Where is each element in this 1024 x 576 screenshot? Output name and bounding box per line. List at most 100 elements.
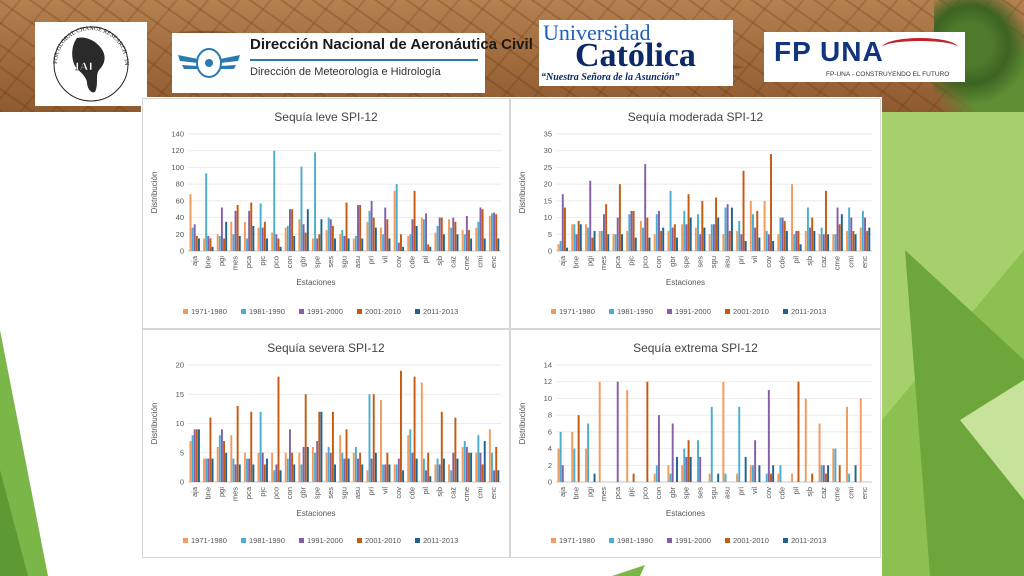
bar: [461, 446, 464, 482]
legend-swatch: [551, 309, 556, 314]
bar: [261, 452, 264, 482]
x-tick-label: caz: [448, 256, 457, 268]
legend-swatch: [241, 538, 246, 543]
x-tick-label: asu: [723, 487, 732, 499]
legend-label: 2001-2010: [365, 536, 401, 545]
bar: [628, 214, 631, 251]
bar: [318, 234, 321, 251]
bar: [736, 473, 739, 482]
x-tick-label: aja: [190, 255, 199, 266]
x-tick-label: pgi: [585, 256, 594, 266]
x-tick-label: cme: [462, 487, 471, 501]
bar: [483, 441, 486, 482]
bar: [298, 219, 301, 251]
bar: [425, 470, 428, 482]
bar: [671, 423, 674, 482]
bar: [557, 244, 560, 251]
bar: [211, 246, 214, 251]
bar: [756, 210, 759, 251]
bar: [331, 225, 334, 251]
bar: [561, 465, 564, 482]
bar: [717, 473, 720, 482]
y-tick-label: 20: [176, 230, 184, 239]
x-tick-label: pil: [421, 487, 430, 495]
bar: [781, 217, 784, 251]
x-tick-label: pjc: [627, 487, 636, 497]
bar: [223, 441, 226, 482]
bar: [452, 217, 455, 251]
bar: [388, 464, 391, 482]
bar: [327, 446, 330, 482]
bar: [216, 234, 219, 251]
bar: [191, 435, 194, 482]
bar: [402, 246, 405, 251]
iai-logo: FOR GLOBAL CHANGE RESEARCH · INTER-AMERI…: [35, 22, 147, 106]
bar: [468, 230, 470, 251]
bar: [415, 225, 418, 251]
bar: [399, 234, 402, 251]
bar: [687, 440, 690, 482]
y-tick-label: 4: [548, 444, 552, 453]
bar: [573, 448, 576, 482]
bar: [589, 180, 592, 251]
bar: [293, 464, 296, 482]
bar: [749, 200, 752, 251]
legend-label: 1981-1990: [617, 307, 653, 316]
bar: [742, 170, 745, 251]
bar: [699, 234, 702, 251]
bar: [772, 240, 775, 251]
bar: [475, 227, 478, 251]
bar: [275, 234, 278, 251]
bar: [488, 429, 491, 482]
bar: [236, 405, 239, 482]
bar: [683, 210, 686, 251]
bar: [715, 197, 718, 251]
bar: [341, 452, 344, 482]
right-highlight-facet: [960, 380, 1024, 500]
bar: [440, 217, 443, 251]
bar: [726, 204, 729, 251]
bar: [618, 184, 621, 251]
bar: [571, 431, 574, 482]
bar: [422, 219, 425, 251]
bar: [218, 435, 221, 482]
x-tick-label: cde: [778, 256, 787, 268]
bar: [779, 465, 782, 482]
x-tick-label: enc: [489, 487, 498, 499]
x-tick-label: gbr: [668, 487, 677, 498]
bar: [752, 465, 754, 482]
bar: [248, 210, 251, 251]
bar: [207, 235, 210, 251]
bar: [587, 423, 590, 482]
bar: [694, 227, 697, 251]
bar: [388, 238, 391, 251]
bar: [838, 465, 841, 482]
legend-swatch: [299, 538, 304, 543]
y-tick-label: 15: [176, 390, 184, 399]
x-tick-label: pri: [367, 487, 376, 496]
bar: [361, 464, 364, 482]
bar: [722, 381, 725, 482]
bar: [591, 237, 594, 251]
bar: [420, 217, 423, 251]
bar: [557, 448, 560, 482]
bar: [593, 473, 596, 482]
bar: [463, 441, 466, 482]
bar: [749, 465, 752, 482]
bar: [730, 207, 733, 251]
y-axis-label: Distribución: [150, 403, 159, 445]
bar: [300, 166, 303, 251]
bar: [395, 184, 398, 251]
uc-line1: Universidad: [543, 20, 651, 45]
bar: [304, 394, 307, 482]
bar: [850, 217, 853, 251]
bar: [868, 227, 871, 251]
bar: [497, 470, 500, 482]
x-tick-label: ses: [695, 256, 704, 268]
legend-swatch: [667, 538, 672, 543]
bar: [662, 227, 665, 251]
bar: [448, 464, 450, 482]
x-tick-label: enc: [489, 256, 498, 268]
x-tick-label: spe: [682, 256, 691, 268]
bar: [456, 458, 459, 482]
